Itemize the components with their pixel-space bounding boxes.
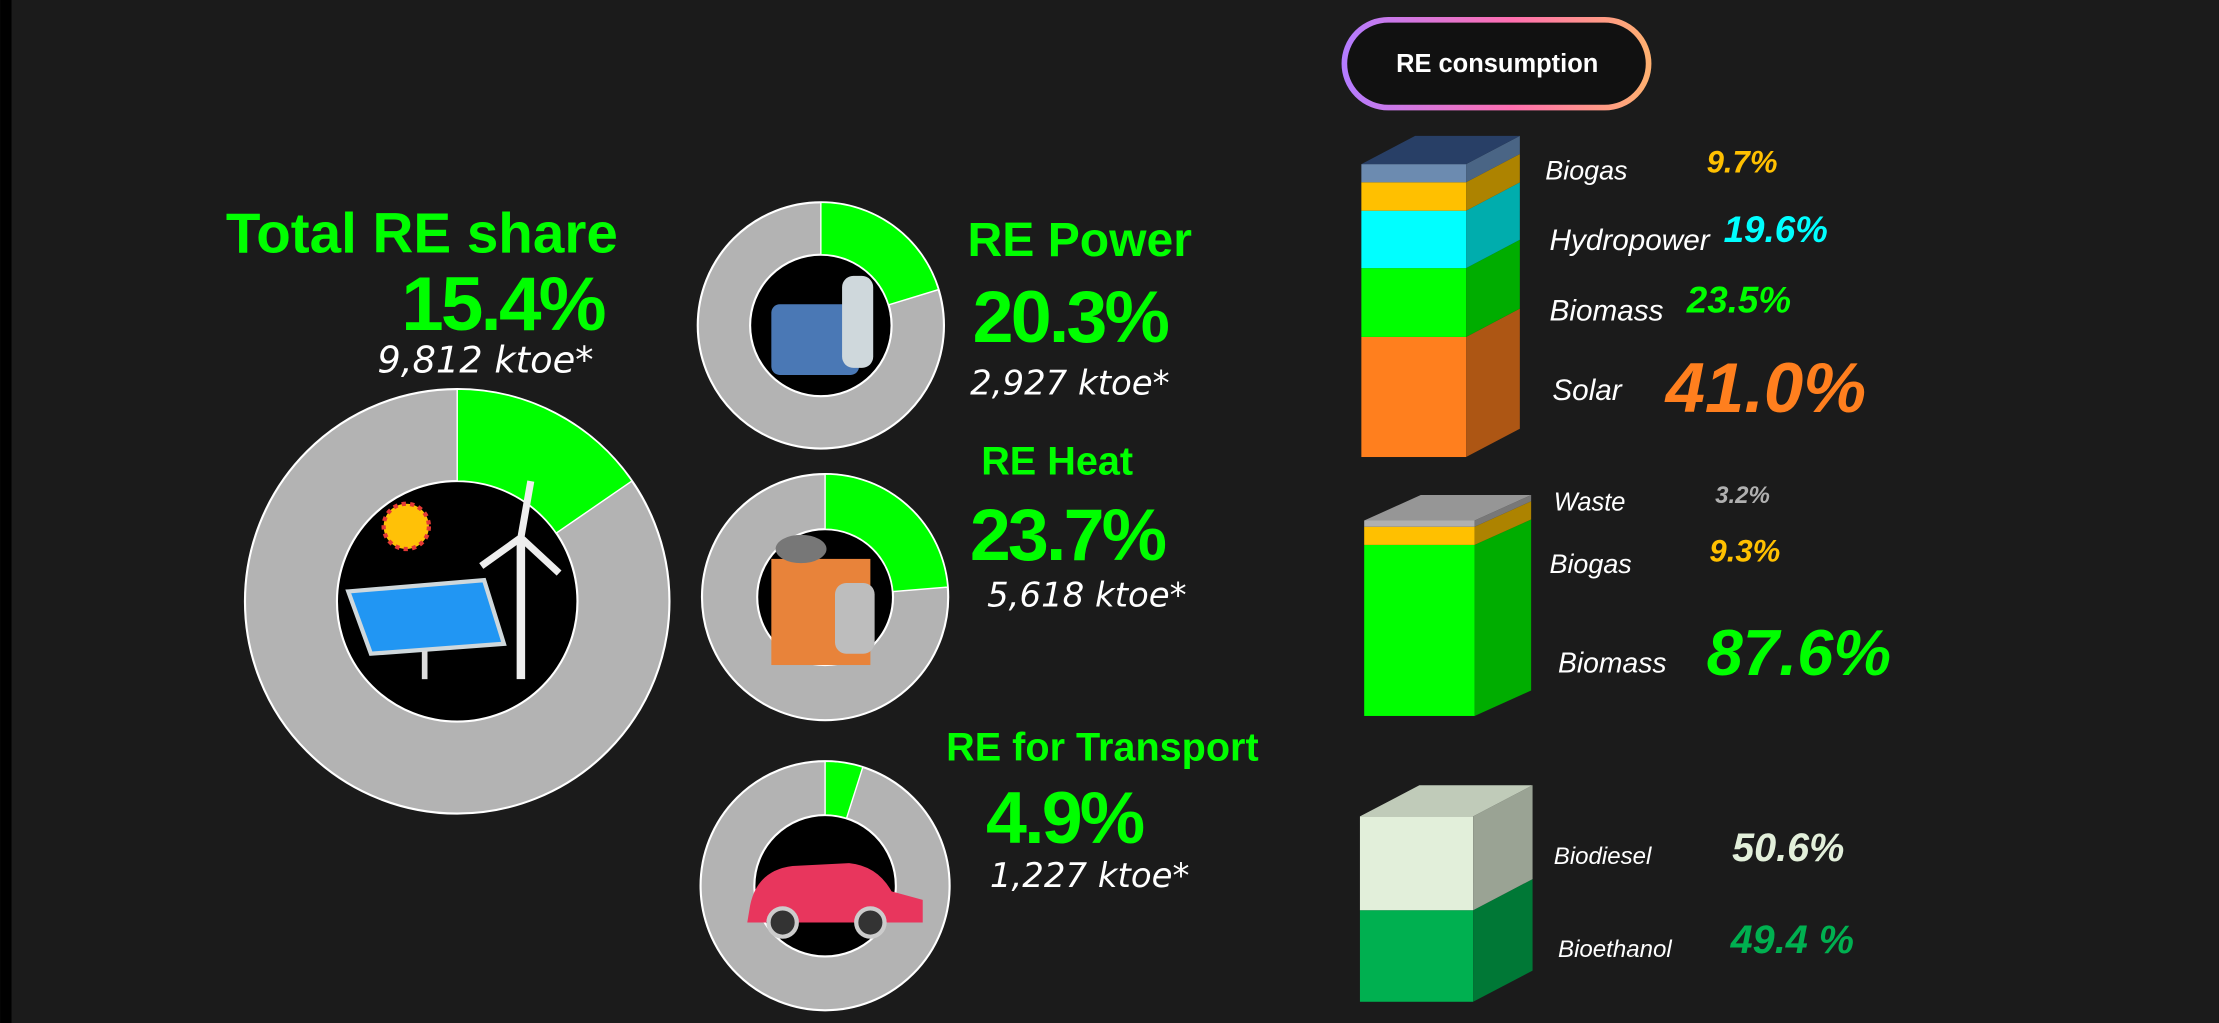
bar-side — [1466, 153, 1520, 211]
heading-pill — [1341, 16, 1652, 111]
bar-front — [1364, 520, 1475, 527]
legend-label: Biodiesel — [1554, 843, 1652, 870]
bar-side — [1473, 879, 1533, 1002]
icons — [345, 275, 923, 939]
donut-slice — [456, 388, 633, 535]
sun-icon — [381, 501, 432, 552]
legend-label: Waste — [1554, 488, 1626, 516]
annotation: 5,618 ktoe* — [987, 576, 1187, 616]
annotation: 1,227 ktoe* — [990, 856, 1190, 896]
bar-side — [1466, 308, 1520, 458]
value-label: 50.6% — [1732, 826, 1844, 870]
bar-side — [1466, 182, 1520, 269]
legend-label: Biomass — [1558, 646, 1666, 678]
bar-segment — [1364, 519, 1532, 716]
value-label: 9.7% — [1707, 144, 1778, 179]
value-label: 49.4 % — [1730, 918, 1854, 962]
bar-segment — [1359, 785, 1533, 911]
bar-front — [1361, 210, 1467, 269]
legend-label: Biomass — [1550, 295, 1664, 328]
bar-side — [1474, 519, 1532, 716]
legend-label: Bioethanol — [1558, 936, 1672, 963]
panel-icon — [345, 577, 507, 656]
legend-label: Biogas — [1545, 156, 1627, 186]
bar-segment — [1361, 239, 1520, 337]
bar-segment — [1364, 501, 1532, 545]
bar-side — [1474, 501, 1532, 545]
heat-tank — [835, 582, 875, 654]
annotation: 2,927 ktoe* — [970, 363, 1170, 403]
value-label: 15.4% — [401, 262, 604, 347]
value-label: 4.9% — [986, 776, 1144, 859]
bar-side — [1466, 239, 1520, 337]
value-label: 41.0% — [1664, 348, 1867, 427]
bar-segment — [1361, 153, 1520, 211]
chart-title: RE for Transport — [946, 725, 1259, 769]
chart-title: RE Heat — [981, 440, 1133, 484]
car-icon — [747, 863, 923, 923]
bar-front — [1364, 526, 1475, 545]
bar-top — [1359, 785, 1533, 817]
bar-segment — [1361, 308, 1520, 458]
value-label: 23.7% — [970, 493, 1166, 576]
bar-front — [1359, 816, 1474, 911]
power-icon — [771, 304, 860, 375]
chart-title: Total RE share — [226, 202, 618, 265]
donut-slice — [820, 201, 940, 306]
turbine-blades — [479, 480, 562, 576]
edge — [0, 0, 12, 1023]
donut-slice — [824, 473, 949, 593]
annotation: 9,812 ktoe* — [377, 339, 593, 382]
bar-segment — [1359, 879, 1533, 1002]
car-wheel — [854, 906, 887, 939]
bar-top — [1361, 135, 1520, 165]
bar-remainder — [1361, 164, 1467, 183]
power-tower — [842, 275, 874, 368]
legend-label: Solar — [1552, 374, 1622, 407]
value-label: 20.3% — [973, 275, 1169, 358]
heat-smoke — [775, 534, 827, 564]
bar-front — [1361, 182, 1467, 211]
donut-slice — [824, 760, 864, 820]
bar-segment — [1364, 495, 1532, 527]
value-label: 23.5% — [1686, 280, 1791, 321]
bar-front — [1364, 544, 1475, 716]
bar-front — [1359, 910, 1474, 1002]
bar-side — [1474, 495, 1532, 527]
bar-front — [1361, 268, 1467, 337]
bar-side — [1473, 785, 1533, 911]
chart-title: RE Power — [968, 213, 1193, 267]
value-label: 19.6% — [1724, 209, 1828, 250]
legend-label: Hydropower — [1550, 224, 1711, 257]
value-label: 87.6% — [1707, 616, 1892, 689]
bar-segment — [1361, 182, 1520, 269]
legend-label: Biogas — [1550, 549, 1632, 579]
heading: RE consumption — [1396, 50, 1598, 78]
bar-remainder-side — [1466, 135, 1520, 183]
bar-front — [1361, 336, 1467, 458]
value-label: 9.3% — [1709, 533, 1780, 568]
value-label: 3.2% — [1715, 482, 1770, 509]
bar-top — [1364, 495, 1532, 521]
car-wheel — [766, 906, 799, 939]
